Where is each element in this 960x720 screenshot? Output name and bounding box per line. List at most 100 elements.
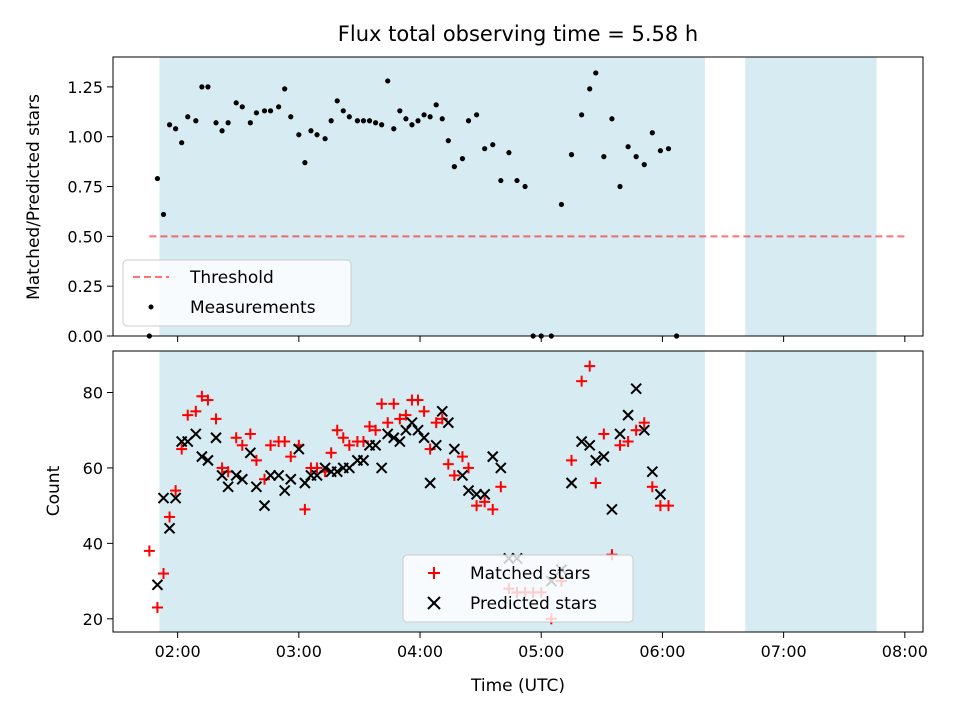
bottom-y-ticks: 20 40 60 80	[83, 383, 113, 629]
predicted-star-marker	[388, 432, 400, 444]
measurement-point	[166, 122, 173, 128]
top-y-ticks: 0.00 0.25 0.50 0.75 1.00 1.25	[67, 78, 113, 346]
x-axis-label: Time (UTC)	[470, 676, 565, 696]
x-tick-label: 04:00	[397, 642, 443, 661]
predicted-star-marker	[614, 428, 626, 440]
predicted-star-marker	[319, 462, 331, 474]
predicted-star-marker	[394, 435, 406, 448]
matched-star-marker	[638, 417, 650, 429]
measurement-point	[558, 201, 565, 208]
bottom-legend: Matched stars Predicted stars	[402, 554, 634, 623]
measurement-point	[239, 104, 245, 110]
measurement-point	[179, 140, 185, 146]
measurement-point	[308, 128, 314, 134]
shaded-interval-2	[745, 351, 877, 632]
measurement-point	[205, 84, 211, 90]
top-y-axis-label: Matched/Predicted stars	[24, 94, 44, 300]
measurement-point	[473, 112, 480, 118]
y-tick-label: 60	[83, 459, 103, 478]
measurement-point	[379, 122, 385, 128]
matched-star-marker	[143, 545, 155, 557]
measurement-point	[427, 114, 433, 120]
measurement-point	[282, 86, 288, 92]
matched-star-marker	[495, 481, 507, 493]
predicted-star-marker	[163, 522, 176, 534]
matched-star-marker	[279, 436, 291, 448]
matched-star-marker	[394, 413, 406, 425]
measurement-point	[482, 146, 488, 152]
predicted-star-marker	[424, 477, 436, 489]
matched-star-marker	[299, 503, 311, 515]
matched-star-marker	[331, 424, 343, 436]
measurement-point	[261, 108, 268, 114]
predicted-star-marker	[622, 409, 634, 421]
predicted-star-marker	[456, 469, 469, 482]
predicted-star-marker	[598, 450, 610, 463]
y-tick-label: 0.50	[67, 227, 103, 246]
matched-star-marker	[463, 462, 475, 474]
predicted-star-marker	[236, 473, 248, 485]
matched-star-marker	[216, 462, 228, 474]
predicted-star-marker	[590, 454, 602, 467]
matched-star-marker	[471, 500, 483, 512]
measurement-point	[593, 70, 599, 76]
predicted-star-marker	[654, 488, 667, 501]
matched-star-marker	[157, 568, 169, 580]
top-axes-frame	[112, 56, 924, 337]
shaded-interval-2	[745, 57, 877, 336]
measurement-point	[403, 116, 409, 122]
measurement-point	[276, 104, 282, 110]
y-tick-label: 40	[83, 534, 103, 553]
matched-star-marker	[244, 428, 256, 440]
measurement-point	[154, 175, 161, 182]
measurements-legend-marker	[148, 304, 154, 310]
predicted-star-marker	[630, 383, 642, 395]
matched-star-marker	[210, 413, 222, 425]
matched-star-marker	[343, 439, 355, 451]
matched-star-marker	[622, 436, 634, 448]
predicted-star-marker	[357, 454, 370, 467]
matched-star-marker	[662, 500, 674, 512]
predicted-star-marker	[216, 469, 228, 482]
matched-legend-label: Matched stars	[470, 564, 590, 584]
measurement-point	[415, 118, 421, 124]
matched-star-marker	[388, 398, 400, 410]
predicted-star-marker	[202, 454, 214, 467]
measurement-point	[296, 132, 302, 138]
measurement-point	[421, 112, 427, 118]
predicted-star-marker	[495, 462, 507, 474]
measurement-point	[397, 108, 403, 114]
predicted-star-marker	[250, 481, 263, 493]
matched-star-marker	[285, 451, 297, 463]
matched-star-marker	[598, 428, 610, 440]
predicted-star-marker	[196, 450, 208, 463]
matched-star-marker	[412, 394, 424, 406]
matched-star-marker	[576, 375, 588, 387]
predicted-star-marker	[382, 428, 394, 440]
measurement-point	[360, 118, 367, 124]
predicted-star-marker	[151, 579, 164, 591]
measurement-point	[409, 122, 415, 128]
measurement-point	[267, 108, 274, 114]
measurement-point	[253, 110, 260, 116]
predicted-star-marker	[278, 484, 291, 497]
measurement-point	[439, 116, 445, 122]
measurement-point	[587, 86, 593, 92]
ratio-panel: 0.00 0.25 0.50 0.75 1.00 1.25 Matched/Predict…	[24, 56, 924, 346]
measurement-points	[146, 70, 680, 339]
y-tick-label: 0.00	[67, 327, 103, 346]
measurement-point	[219, 128, 225, 134]
predicted-star-marker	[646, 465, 659, 478]
measurement-point	[657, 148, 664, 154]
predicted-star-marker	[299, 477, 311, 489]
threshold-legend-label: Threshold	[189, 268, 274, 288]
matched-star-marker	[614, 439, 626, 451]
predicted-star-points	[151, 383, 667, 591]
matched-star-marker	[364, 420, 376, 432]
y-tick-label: 0.75	[67, 178, 103, 197]
predicted-star-marker	[272, 469, 285, 482]
matched-star-marker	[182, 409, 194, 421]
measurement-point	[322, 136, 328, 142]
measurement-point	[354, 118, 361, 124]
measurement-point	[213, 120, 219, 126]
